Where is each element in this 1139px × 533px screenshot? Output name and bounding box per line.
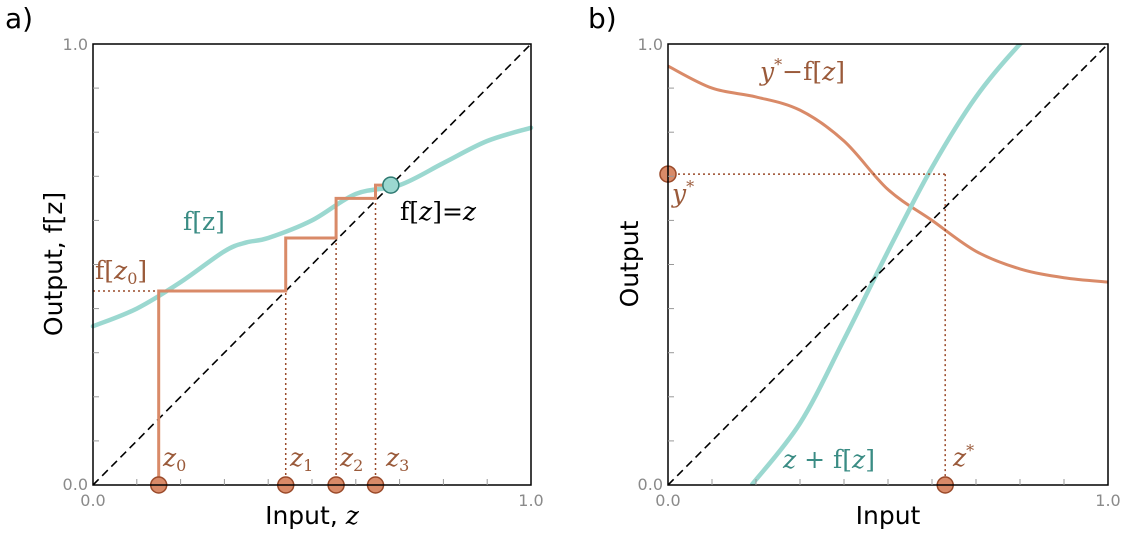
c2-var: z: [782, 445, 797, 474]
panel-b-ticks: [668, 87, 1065, 485]
panel-b-marks: [659, 43, 1109, 494]
fz0-fn: f[: [95, 256, 114, 285]
fixed-mid: ]=: [432, 197, 463, 226]
panel-b-curve1-label: y*−f[z]: [759, 55, 845, 86]
ystar-var: y: [671, 179, 687, 208]
panel-a-xlabel-text: Input,: [265, 501, 346, 530]
zstar-label: z*: [952, 441, 974, 472]
panel-a: a) 1.0 0.0 0.0 1.0 Input, z Output, f[z]…: [5, 2, 544, 530]
ystar-label: y*: [671, 177, 694, 208]
panel-a-ylabel: Output, f[z]: [39, 192, 68, 336]
c1-sup: *: [774, 55, 782, 74]
f-curve-line: [90, 125, 534, 329]
panel-b-ylabel: Output: [615, 220, 644, 307]
fz0-var: z: [113, 256, 128, 285]
panel-b-xtick-left: 0.0: [655, 491, 680, 510]
fixed-point-marker: [382, 176, 400, 194]
panel-a-xtick-left: 0.0: [80, 491, 105, 510]
ystar-minus-f-curve: [668, 64, 1108, 284]
fz0-sub: 0: [127, 269, 137, 288]
z2-var: z: [339, 443, 354, 472]
c2-rest: + f[: [796, 445, 852, 474]
z0-label: z0: [162, 443, 186, 475]
panel-a-xlabel-var: z: [345, 501, 360, 530]
panel-a-ytick-bottom: 0.0: [63, 475, 88, 494]
z3-label: z3: [385, 443, 409, 475]
z2-label: z2: [339, 443, 363, 475]
zstar-sup: *: [966, 441, 974, 460]
c1-close: ]: [835, 57, 845, 86]
c1-var: y: [759, 57, 775, 86]
z3-var: z: [385, 443, 400, 472]
panel-b-xtick-right: 1.0: [1095, 491, 1120, 510]
z1-label: z1: [289, 443, 313, 475]
zstar-var: z: [952, 443, 967, 472]
panel-b-curve2-label: z + f[z]: [782, 445, 875, 474]
c2-var2: z: [851, 445, 866, 474]
c2-close: ]: [865, 445, 875, 474]
panel-a-fixed-label: f[z]=z: [400, 197, 477, 226]
panel-a-xlabel: Input, z: [265, 501, 360, 530]
panel-a-fz-label: f[z]: [183, 207, 225, 236]
c1-rest: −f[: [782, 57, 822, 86]
panel-a-xtick-right: 1.0: [518, 491, 543, 510]
ystar-sup: *: [686, 177, 694, 196]
iteration-staircase: [157, 183, 391, 485]
panel-b-xlabel: Input: [856, 501, 921, 530]
panel-b-ytick-top: 1.0: [638, 35, 663, 54]
panel-b: b) 1.0 0.0 0.0 1.0 Input Output y*−f[z] …: [588, 2, 1121, 530]
panel-b-ytick-bottom: 0.0: [638, 475, 663, 494]
z0-sub: 0: [176, 456, 186, 475]
z2-sub: 2: [353, 456, 363, 475]
z0-var: z: [162, 443, 177, 472]
panel-a-fz0-label: f[z0]: [95, 256, 147, 288]
z3-sub: 3: [399, 456, 409, 475]
c1-var2: z: [821, 57, 836, 86]
z-plus-f-curve: [749, 44, 1024, 485]
z1-var: z: [289, 443, 304, 472]
fixed-var2: z: [462, 197, 477, 226]
panel-a-label: a): [5, 2, 33, 35]
fixed-var1: z: [418, 197, 433, 226]
z1-sub: 1: [303, 456, 313, 475]
panel-b-label: b): [588, 2, 617, 35]
panel-a-ticks: [93, 87, 488, 485]
panel-a-marks: [90, 43, 534, 494]
fixed-fn: f[: [400, 197, 419, 226]
identity-line-b: [667, 43, 1109, 486]
fz0-close: ]: [137, 256, 147, 285]
panel-a-ytick-top: 1.0: [63, 35, 88, 54]
